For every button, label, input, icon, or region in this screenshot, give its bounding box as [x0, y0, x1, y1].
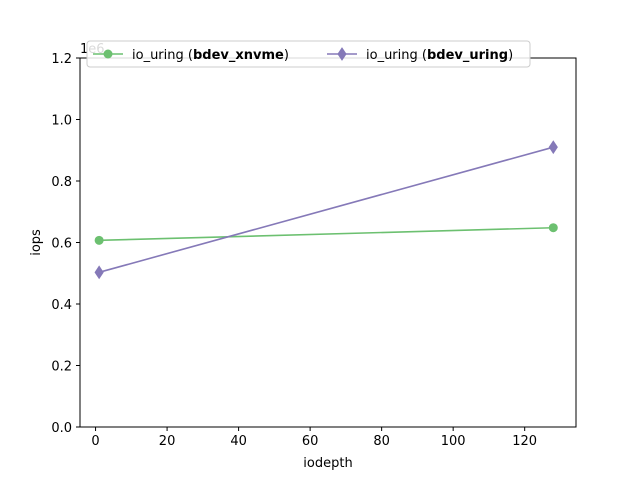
y-axis-label: iops [29, 229, 44, 256]
legend-label: io_uring (bdev_uring) [366, 48, 513, 63]
legend-label: io_uring (bdev_xnvme) [132, 48, 289, 63]
legend-box [86, 40, 531, 68]
y-tick-label: 0.8 [51, 175, 72, 190]
x-tick-label: 60 [302, 434, 319, 449]
legend-entry: io_uring (bdev_xnvme) [93, 48, 289, 63]
legend: io_uring (bdev_xnvme) io_uring (bdev_urin… [86, 40, 531, 68]
series-line [98, 146, 554, 274]
y-tick-label: 0.6 [51, 237, 72, 252]
y-tick-label: 0.4 [51, 298, 72, 313]
y-tick-label: 0.0 [51, 421, 72, 436]
x-axis-label: iodepth [303, 456, 352, 471]
x-tick-label: 0 [91, 434, 99, 449]
series-line [99, 226, 554, 242]
y-tick-label: 1.2 [51, 52, 72, 67]
x-tick-label: 20 [159, 434, 176, 449]
series-bdev-uring [94, 140, 558, 280]
y-tick-label: 1.0 [51, 114, 72, 129]
legend-swatch-marker [337, 47, 347, 61]
legend-swatch-marker [103, 49, 113, 59]
y-tick-label: 0.2 [51, 360, 72, 375]
data-point [548, 223, 558, 233]
x-tick-label: 80 [373, 434, 390, 449]
data-point [548, 140, 558, 155]
x-tick-label: 40 [230, 434, 247, 449]
data-point [94, 265, 104, 280]
series-bdev-xnvme [94, 223, 558, 245]
plot-area-frame [79, 57, 577, 428]
legend-entry: io_uring (bdev_uring) [327, 47, 513, 63]
x-tick-label: 120 [512, 434, 537, 449]
series-layer [94, 140, 558, 280]
data-point [94, 235, 104, 245]
y-axis-ticks: 0.0 0.2 0.4 0.6 0.8 1.0 1.2 [51, 52, 80, 436]
x-axis-ticks: 0 20 40 60 80 100 120 [91, 427, 537, 449]
x-tick-label: 100 [441, 434, 466, 449]
